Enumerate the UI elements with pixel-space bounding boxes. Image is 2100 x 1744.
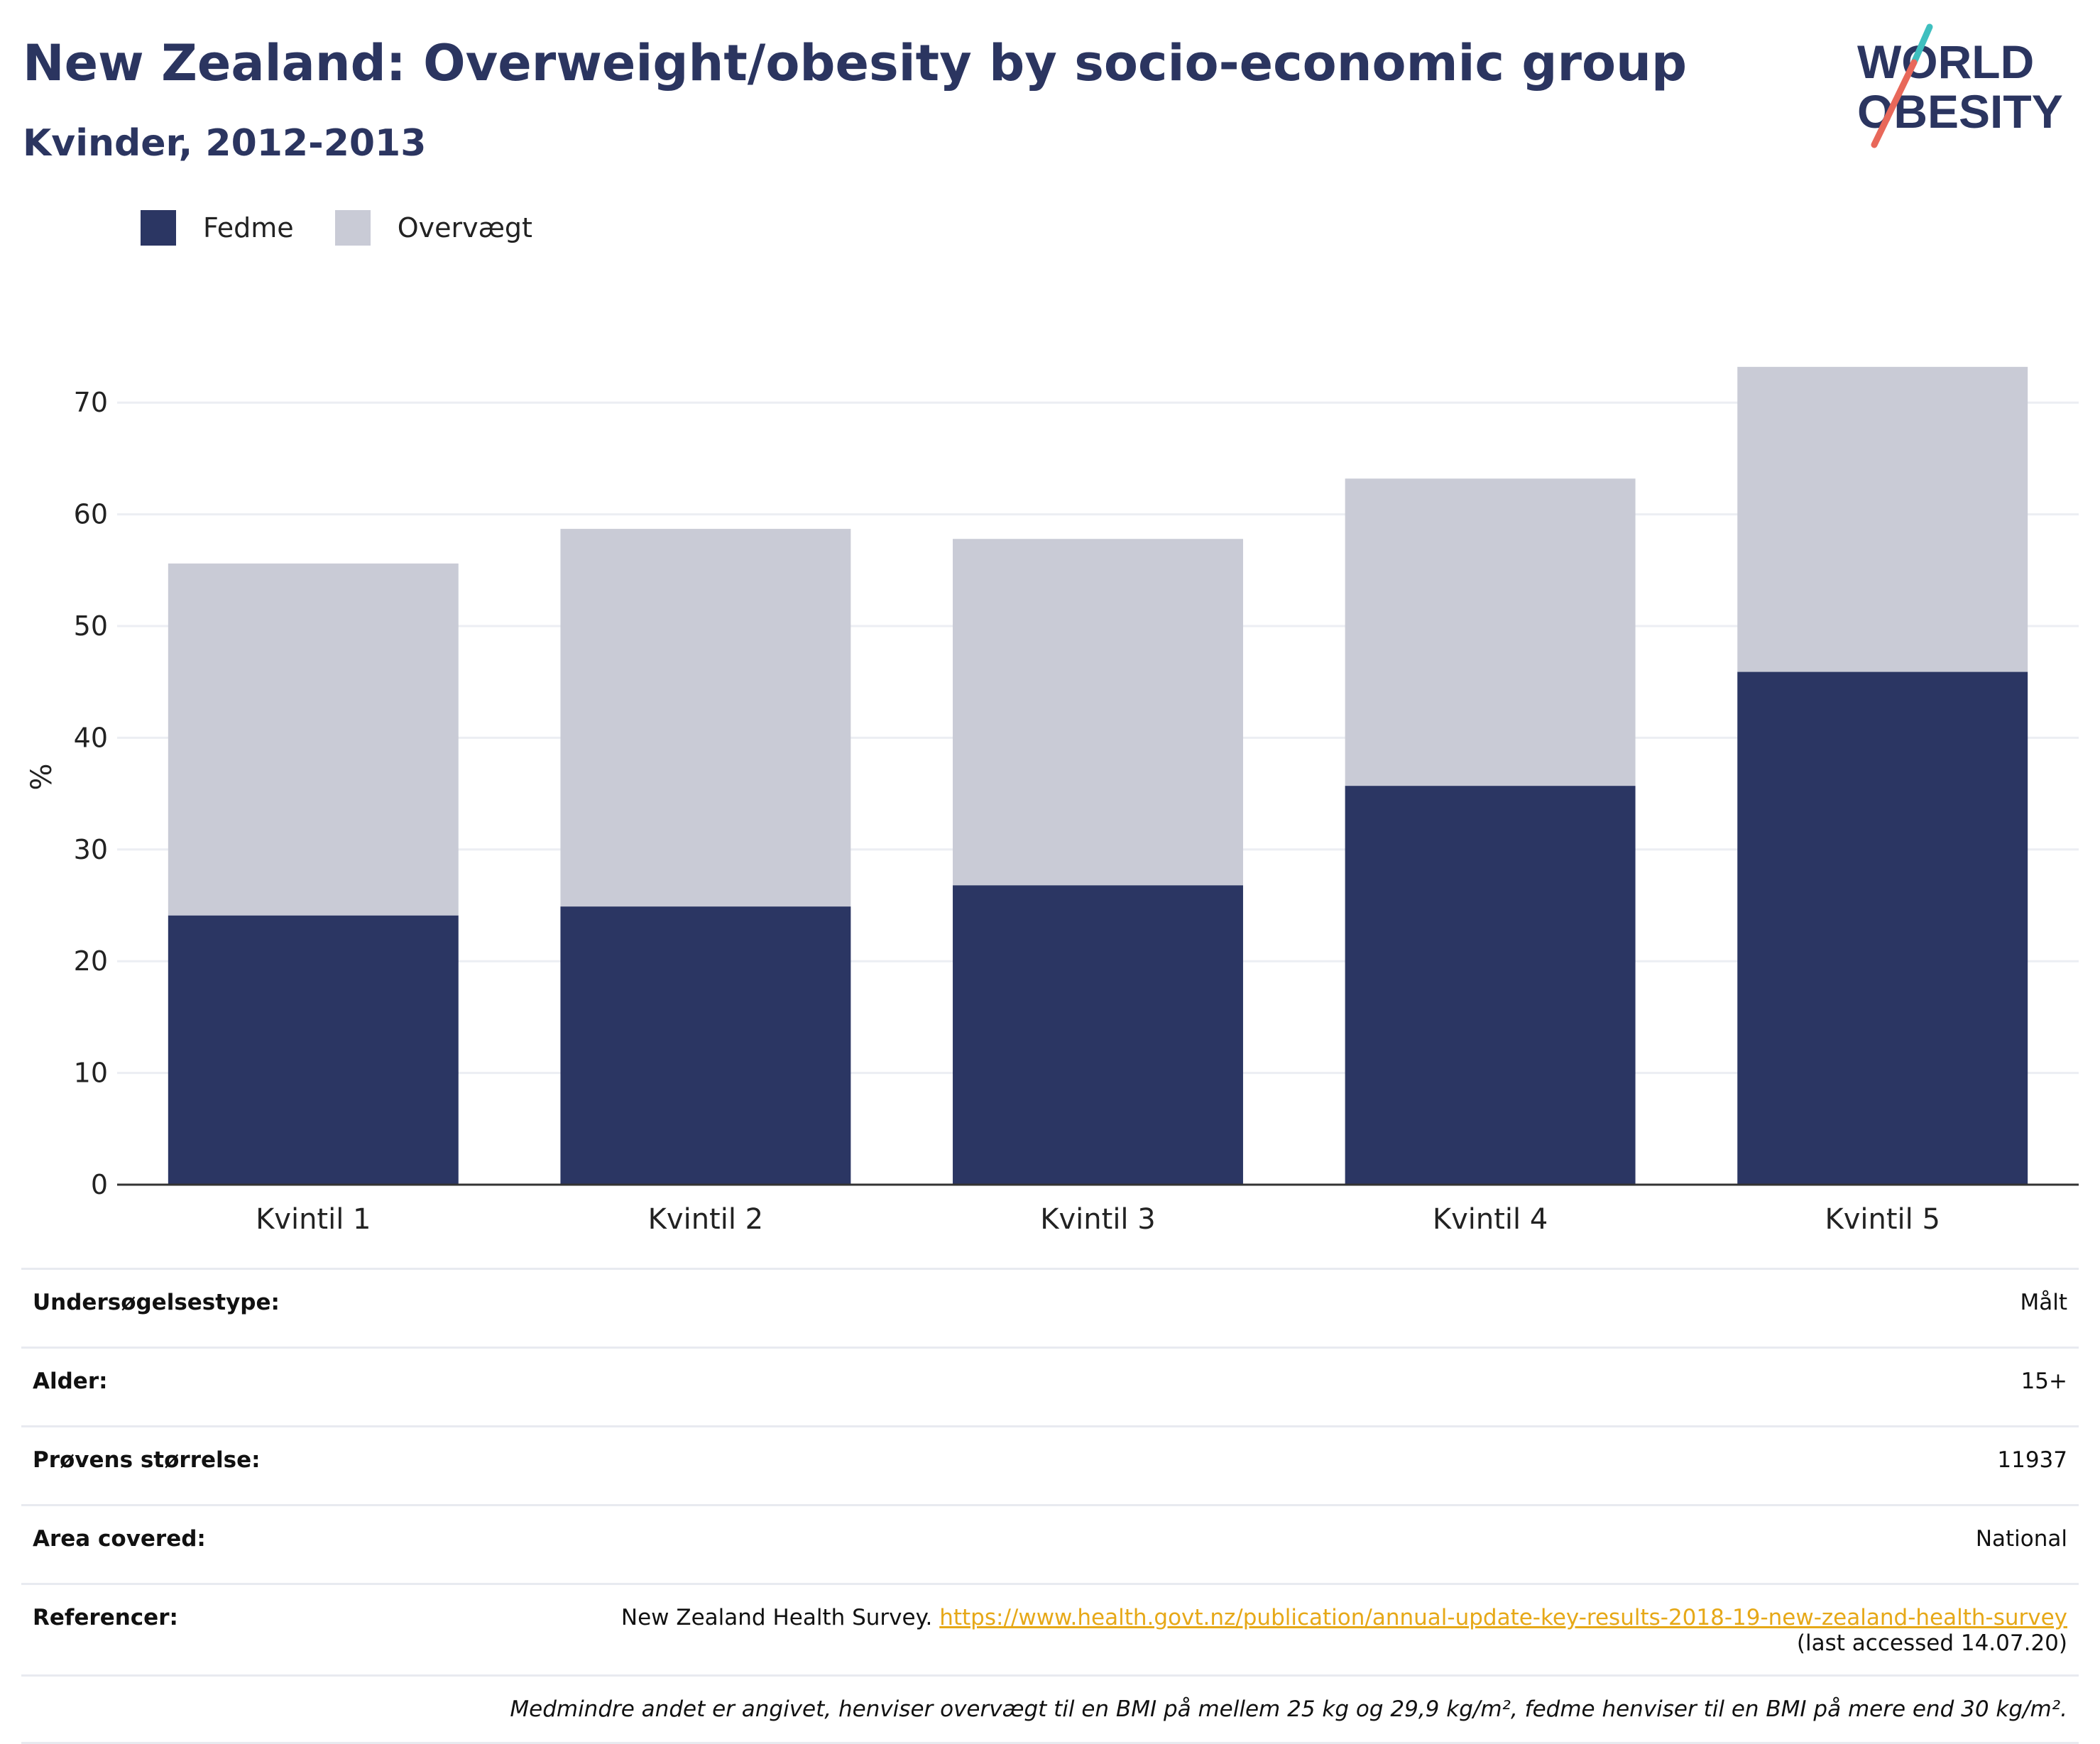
y-tick-label: 0 bbox=[91, 1169, 108, 1200]
x-tick-label: Kvintil 1 bbox=[256, 1203, 371, 1236]
info-row-sample-size: Prøvens størrelse: 11937 bbox=[21, 1425, 2079, 1504]
bar-fedme bbox=[953, 885, 1243, 1185]
bmi-note: Medmindre andet er angivet, henviser ove… bbox=[21, 1674, 2079, 1744]
bar-fedme bbox=[168, 915, 459, 1185]
bar-overvaegt bbox=[953, 539, 1243, 886]
x-tick-label: Kvintil 2 bbox=[648, 1203, 763, 1236]
logo-slash-red bbox=[1871, 59, 1918, 148]
legend-item-fedme[interactable]: Fedme bbox=[141, 210, 294, 246]
bar-overvaegt bbox=[1737, 366, 2028, 672]
legend-label-overvaegt: Overvægt bbox=[397, 212, 532, 243]
bar-overvaegt bbox=[560, 529, 851, 907]
x-tick-label: Kvintil 3 bbox=[1040, 1203, 1155, 1236]
world-obesity-logo: WORLD OBESITY bbox=[1857, 23, 2063, 148]
bar-chart: 0 10 20 30 40 50 60 70% Kvintil 1 Kvintil 2 Kvinti… bbox=[26, 366, 2079, 1236]
info-value: 15+ bbox=[2020, 1369, 2067, 1394]
logo-line-world: WORLD bbox=[1857, 35, 2034, 88]
info-row-age: Alder: 15+ bbox=[21, 1347, 2079, 1425]
bar-overvaegt bbox=[1345, 478, 1636, 786]
info-table: Undersøgelsestype: Målt Alder: 15+ Prøve… bbox=[21, 1268, 2079, 1744]
bar-overvaegt bbox=[168, 563, 459, 916]
info-value: 11937 bbox=[1997, 1447, 2067, 1473]
legend-swatch-fedme bbox=[141, 210, 176, 246]
reference-value: New Zealand Health Survey. https://www.h… bbox=[621, 1605, 2067, 1656]
info-row-survey-type: Undersøgelsestype: Målt bbox=[21, 1268, 2079, 1347]
y-tick-label: 20 bbox=[74, 945, 108, 977]
chart-title: New Zealand: Overweight/obesity by socio… bbox=[23, 34, 1688, 92]
reference-prefix: New Zealand Health Survey. bbox=[620, 1605, 933, 1630]
y-tick-label: 30 bbox=[74, 834, 108, 865]
y-tick-label: 10 bbox=[74, 1058, 108, 1089]
legend-label-fedme: Fedme bbox=[203, 212, 294, 243]
info-label: Alder: bbox=[33, 1369, 108, 1394]
info-value: National bbox=[1975, 1526, 2067, 1552]
info-row-references: Referencer: New Zealand Health Survey. h… bbox=[21, 1583, 2079, 1674]
y-axis-label: % bbox=[26, 763, 58, 790]
bar-fedme bbox=[1345, 786, 1636, 1185]
legend-swatch-overvaegt bbox=[334, 210, 371, 246]
y-tick-label: 60 bbox=[74, 499, 108, 530]
x-tick-label: Kvintil 5 bbox=[1825, 1203, 1940, 1236]
reference-link[interactable]: https://www.health.govt.nz/publication/a… bbox=[939, 1605, 2067, 1630]
info-row-area: Area covered: National bbox=[21, 1504, 2079, 1583]
info-label: Area covered: bbox=[33, 1526, 206, 1552]
x-tick-label: Kvintil 4 bbox=[1433, 1203, 1548, 1236]
legend-item-overvaegt[interactable]: Overvægt bbox=[334, 210, 532, 246]
reference-accessed: (last accessed 14.07.20) bbox=[1796, 1630, 2067, 1656]
info-label: Undersøgelsestype: bbox=[33, 1290, 280, 1315]
info-label: Prøvens størrelse: bbox=[33, 1447, 261, 1473]
chart-subtitle: Kvinder, 2012-2013 bbox=[23, 122, 427, 165]
legend: Fedme Overvægt bbox=[141, 210, 574, 246]
info-value: Målt bbox=[2020, 1290, 2067, 1315]
info-label: Referencer: bbox=[33, 1605, 178, 1630]
bar-fedme bbox=[560, 906, 851, 1185]
bar-fedme bbox=[1737, 671, 2028, 1185]
y-tick-label: 50 bbox=[74, 610, 108, 642]
y-tick-label: 70 bbox=[74, 387, 108, 418]
logo-slash-teal bbox=[1910, 23, 1933, 66]
y-tick-label: 40 bbox=[74, 722, 108, 753]
